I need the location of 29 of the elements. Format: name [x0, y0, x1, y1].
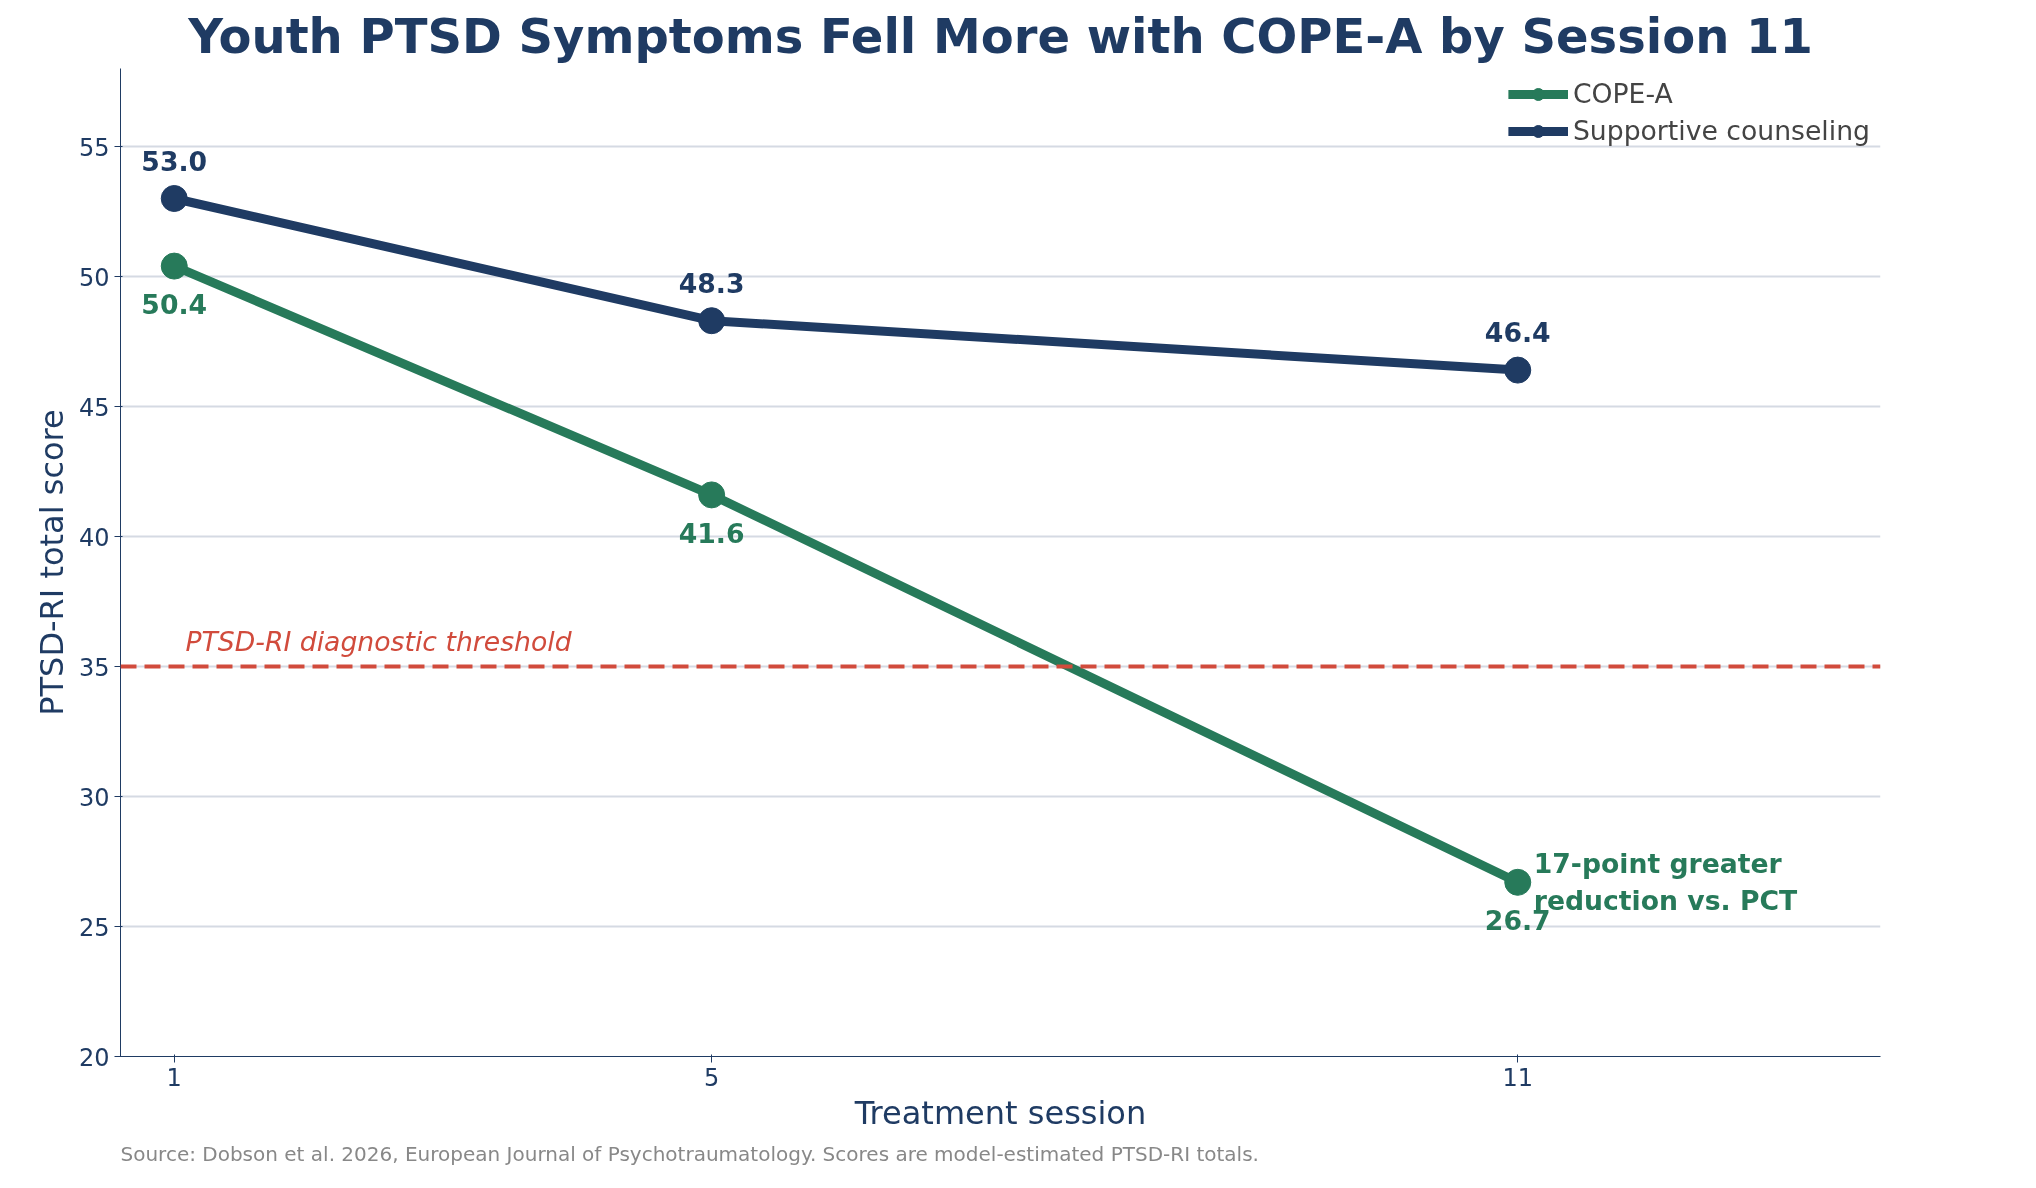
point	[160, 252, 188, 280]
y-tick-label: 40	[78, 523, 110, 552]
chart-title: Youth PTSD Symptoms Fell More with COPE-A by Session 11	[187, 7, 1813, 64]
source-note: Source: Dobson et al. 2026, European Journal of Psychotraumatology. Scores are model-estimated PTSD-RI totals.	[120, 1141, 1259, 1166]
x-tick-label: 1	[166, 1063, 182, 1092]
x-axis-title: Treatment session	[853, 1093, 1147, 1132]
y-tick-label: 50	[78, 263, 110, 292]
y-tick-label: 45	[78, 393, 110, 422]
point	[1504, 868, 1532, 896]
y-tick-label: 35	[78, 653, 110, 682]
y-tick-label: 55	[78, 133, 110, 162]
y-tick-label: 20	[78, 1043, 110, 1072]
data-label: 41.6	[678, 517, 745, 549]
y-axis-title: PTSD-RI total score	[32, 409, 71, 716]
y-tick-label: 30	[78, 783, 110, 812]
y-tick-label: 25	[78, 913, 110, 942]
data-label: 53.0	[141, 145, 208, 177]
data-label: 50.4	[141, 289, 208, 321]
point	[160, 185, 188, 212]
data-label: 46.4	[1484, 317, 1551, 349]
x-tick-label: 11	[1502, 1063, 1534, 1092]
point	[698, 307, 726, 335]
ref-line-label: PTSD-RI diagnostic threshold	[185, 625, 573, 657]
legend-label: Supportive counseling	[1572, 115, 1870, 146]
legend-label: COPE-A	[1572, 78, 1673, 109]
x-tick-label: 5	[704, 1063, 720, 1092]
point	[1504, 356, 1532, 384]
data-label: 48.3	[678, 267, 745, 299]
point	[698, 481, 726, 509]
